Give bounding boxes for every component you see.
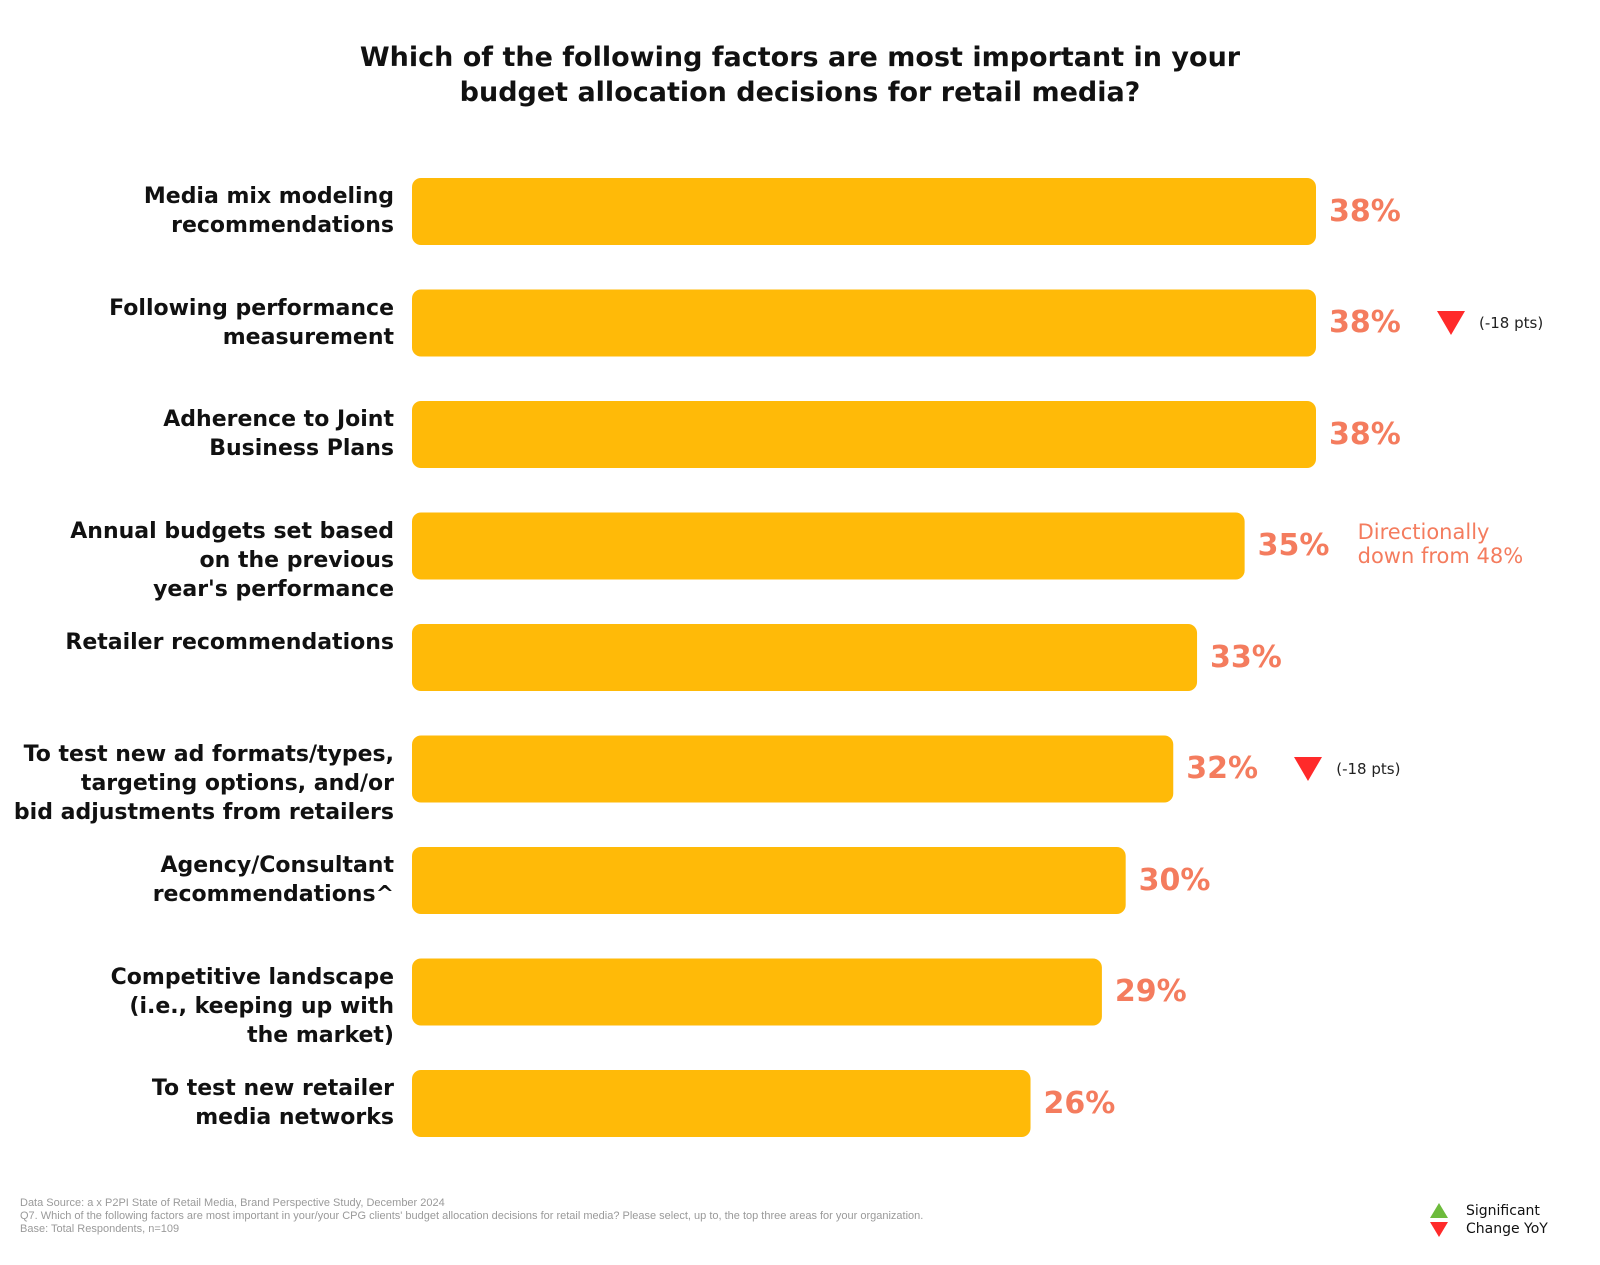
value-label: 30%	[1138, 862, 1211, 898]
chart-title-line: budget allocation decisions for retail m…	[459, 77, 1141, 108]
bar	[412, 735, 1174, 803]
value-label: 38%	[1329, 305, 1401, 340]
triangle-down-icon	[1437, 311, 1465, 335]
category-label-line: targeting options, and/or	[80, 770, 394, 796]
category-label-line: Following performance	[109, 295, 394, 321]
bar	[412, 958, 1102, 1026]
bar	[412, 289, 1316, 357]
category-label: To test new ad formats/types, targeting o…	[4, 740, 394, 827]
change-text: (-18 pts)	[1336, 760, 1401, 778]
bar	[412, 512, 1245, 580]
category-label-line: Retailer recommendations	[65, 630, 394, 655]
change-text: (-18 pts)	[1479, 314, 1544, 332]
value-label: 33%	[1210, 639, 1282, 675]
category-label: Agency/Consultant recommendations^	[4, 851, 394, 909]
footnote-question: Q7. Which of the following factors are m…	[20, 1210, 924, 1222]
legend-text: Significant Change YoY	[1466, 1202, 1548, 1238]
bar	[412, 1070, 1031, 1137]
category-label: Adherence to Joint Business Plans	[4, 405, 394, 463]
legend-line: Significant	[1466, 1203, 1540, 1219]
category-label-line: Media mix modeling	[143, 184, 394, 209]
category-label-line: year's performance	[153, 576, 394, 602]
category-label-line: Competitive landscape	[110, 964, 394, 990]
bar	[412, 624, 1198, 691]
category-label-line: Annual budgets set based	[70, 518, 394, 544]
category-label: Media mix modeling recommendations	[4, 182, 394, 240]
triangle-down-icon	[1430, 1222, 1448, 1237]
directional-note-line: Directionally	[1357, 520, 1490, 544]
category-label-line: Adherence to Joint	[163, 407, 394, 432]
category-label-line: To test new retailer	[151, 1076, 394, 1101]
category-label-line: Agency/Consultant	[160, 853, 394, 878]
category-label: Retailer recommendations	[4, 628, 394, 657]
directional-note-line: down from 48%	[1357, 544, 1524, 568]
legend: Significant Change YoY	[1430, 1202, 1548, 1238]
legend-line: Change YoY	[1466, 1221, 1548, 1237]
value-label: 32%	[1186, 751, 1259, 786]
bar	[412, 178, 1316, 245]
value-label: 26%	[1043, 1085, 1116, 1121]
category-label-line: bid adjustments from retailers	[13, 799, 394, 825]
category-label: To test new retailer media networks	[4, 1074, 394, 1132]
category-label-line: measurement	[222, 324, 394, 350]
value-label: 35%	[1257, 528, 1330, 563]
triangle-down-icon	[1294, 757, 1323, 781]
category-label-line: recommendations^	[152, 882, 394, 907]
chart-title: Which of the following factors are most …	[250, 40, 1350, 110]
category-label-line: recommendations	[171, 213, 394, 238]
category-label: Annual budgets set based on the previous y…	[4, 517, 394, 604]
change-annotation: (-18 pts)	[1294, 757, 1400, 781]
category-label-line: the market)	[247, 1022, 394, 1048]
value-label: 38%	[1329, 193, 1401, 229]
value-label: 29%	[1114, 974, 1187, 1009]
directional-note: Directionally down from 48%	[1358, 520, 1524, 568]
category-label-line: Business Plans	[209, 436, 394, 461]
category-label-line: (i.e., keeping up with	[129, 993, 394, 1019]
category-label-line: To test new ad formats/types,	[23, 741, 394, 767]
bar	[412, 847, 1126, 914]
footnote-source: Data Source: a x P2PI State of Retail Me…	[20, 1197, 445, 1209]
value-label: 38%	[1329, 416, 1401, 452]
category-label-line: on the previous	[199, 547, 394, 573]
footnote: Data Source: a x P2PI State of Retail Me…	[20, 1197, 923, 1236]
legend-icons	[1430, 1203, 1448, 1237]
category-label: Competitive landscape (i.e., keeping up w…	[4, 963, 394, 1050]
chart-title-line: Which of the following factors are most …	[359, 42, 1241, 73]
triangle-up-icon	[1430, 1203, 1448, 1218]
category-label-line: media networks	[195, 1105, 394, 1130]
footnote-base: Base: Total Respondents, n=109	[20, 1223, 180, 1235]
bar	[412, 401, 1316, 468]
change-annotation: (-18 pts)	[1437, 311, 1543, 335]
category-label: Following performance measurement	[4, 294, 394, 352]
